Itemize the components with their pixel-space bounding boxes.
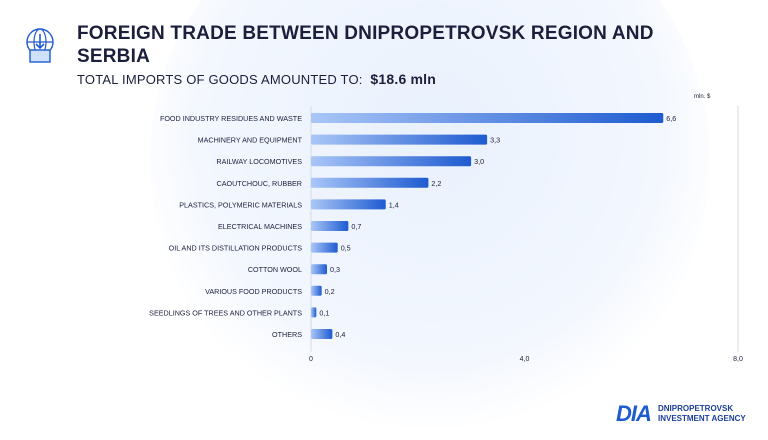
value-label: 2,2 xyxy=(431,179,441,188)
category-label: SEEDLINGS OF TREES AND OTHER PLANTS xyxy=(149,308,302,317)
page-subtitle: TOTAL IMPORTS OF GOODS AMOUNTED TO: $18.… xyxy=(77,71,436,87)
value-label: 0,5 xyxy=(341,244,351,253)
page-title: FOREIGN TRADE BETWEEN DNIPROPETROVSK REG… xyxy=(77,23,654,67)
value-label: 6,6 xyxy=(666,114,676,123)
category-label: PLASTICS, POLYMERIC MATERIALS xyxy=(179,200,302,209)
bar xyxy=(311,156,472,167)
bar xyxy=(311,177,429,188)
x-tick-label: 4,0 xyxy=(520,356,530,363)
category-label: FOOD INDUSTRY RESIDUES AND WASTE xyxy=(160,114,302,123)
category-label: VARIOUS FOOD PRODUCTS xyxy=(205,287,302,296)
category-label: OIL AND ITS DISTILLATION PRODUCTS xyxy=(169,244,303,253)
category-label: RAILWAY LOCOMOTIVES xyxy=(216,157,302,166)
bar xyxy=(311,242,338,253)
bar xyxy=(311,329,333,339)
unit-label: mln. $ xyxy=(694,94,711,100)
category-label: OTHERS xyxy=(272,330,302,339)
dia-logo-icon: DIA xyxy=(616,401,652,426)
bar xyxy=(311,285,322,296)
value-label: 0,4 xyxy=(335,330,345,339)
value-label: 0,1 xyxy=(319,308,329,317)
brand-line-1: DNIPROPETROVSK xyxy=(658,404,734,413)
x-tick-label: 0 xyxy=(309,356,313,363)
background-glow xyxy=(150,0,710,440)
total-imports-value: $18.6 mln xyxy=(370,71,437,87)
brand-name: DNIPROPETROVSK INVESTMENT AGENCY xyxy=(658,404,768,424)
bar xyxy=(311,134,488,145)
bar xyxy=(311,199,386,210)
value-label: 0,7 xyxy=(351,222,361,231)
bar xyxy=(311,264,328,275)
value-label: 3,3 xyxy=(490,136,500,145)
category-label: COTTON WOOL xyxy=(248,265,302,274)
globe-trade-icon xyxy=(26,28,54,63)
value-label: 0,2 xyxy=(325,287,335,296)
bar xyxy=(311,307,317,318)
x-tick-label: 8,0 xyxy=(733,356,743,363)
bar xyxy=(311,221,349,231)
brand-line-2: INVESTMENT AGENCY xyxy=(658,414,746,423)
bar xyxy=(311,113,664,123)
value-label: 3,0 xyxy=(474,157,484,166)
category-label: MACHINERY AND EQUIPMENT xyxy=(198,136,303,145)
value-label: 0,3 xyxy=(330,265,340,274)
subtitle-label: TOTAL IMPORTS OF GOODS AMOUNTED TO: xyxy=(77,72,363,87)
category-label: CAOUTCHOUC, RUBBER xyxy=(217,179,302,188)
category-label: ELECTRICAL MACHINES xyxy=(218,222,302,231)
value-label: 1,4 xyxy=(389,200,399,209)
